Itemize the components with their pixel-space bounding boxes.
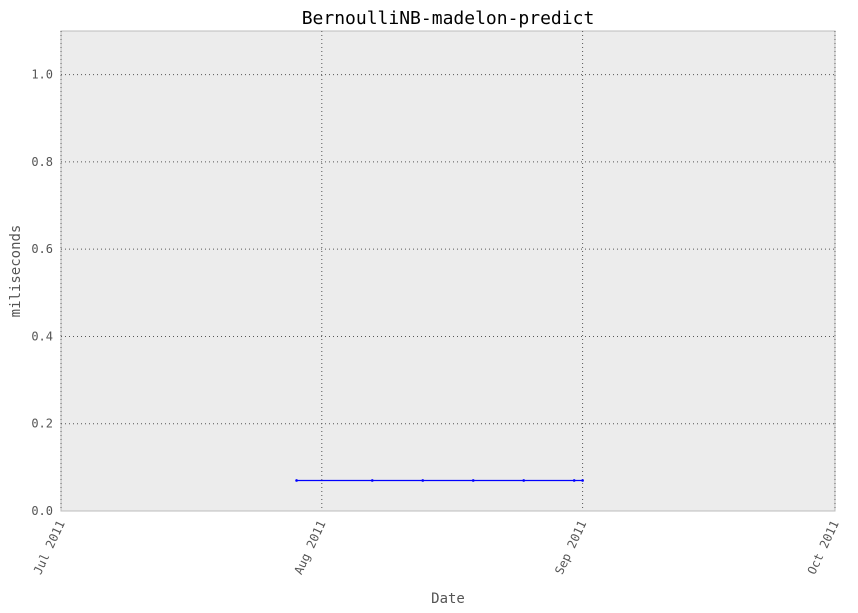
x-tick-label: Sep 2011 [552, 518, 589, 576]
data-point [581, 479, 584, 482]
x-tick-label: Oct 2011 [805, 518, 842, 576]
plot-area [60, 30, 836, 512]
series-layer [295, 479, 584, 482]
y-tick-label: 0.8 [31, 155, 53, 169]
data-point [572, 479, 576, 482]
data-point [471, 479, 475, 482]
y-tick-label: 0.0 [31, 504, 53, 518]
y-tick-labels: 0.0 0.2 0.4 0.6 0.8 1.0 [31, 68, 53, 518]
y-tick-label: 1.0 [31, 68, 53, 82]
chart-title: BernoulliNB-madelon-predict [302, 8, 595, 29]
data-point [370, 479, 374, 482]
y-tick-label: 0.2 [31, 417, 53, 431]
y-axis-label: miliseconds [8, 225, 24, 318]
x-tick-labels: Jul 2011 Aug 2011 Sep 2011 Oct 2011 [31, 518, 842, 576]
data-point [421, 479, 425, 482]
x-tick-label: Aug 2011 [291, 518, 328, 576]
data-point [295, 479, 298, 482]
data-point [522, 479, 526, 482]
x-tick-label: Jul 2011 [31, 518, 68, 576]
y-tick-label: 0.4 [31, 329, 53, 343]
y-tick-label: 0.6 [31, 242, 53, 256]
x-axis-label: Date [431, 591, 465, 607]
grid-lines [60, 31, 836, 511]
